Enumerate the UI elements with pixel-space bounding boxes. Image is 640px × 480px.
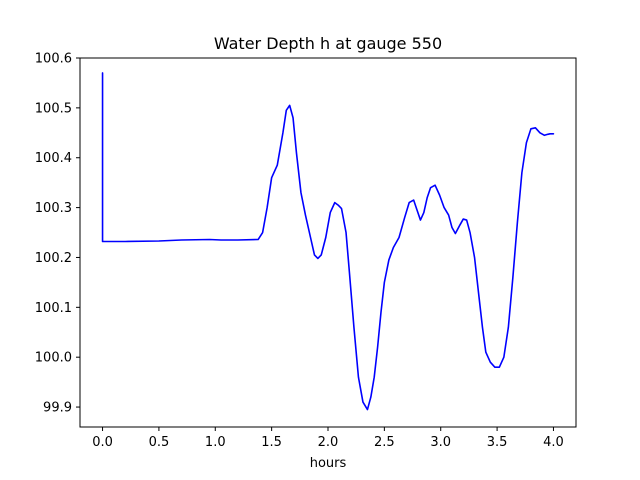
- x-tick-label: 3.5: [487, 435, 508, 450]
- y-tick-label: 100.1: [35, 301, 72, 316]
- x-tick-label: 3.0: [430, 435, 451, 450]
- y-tick-label: 100.0: [35, 351, 72, 366]
- plot-area: 0.0 0.5 1.0 1.5 2.0 2.5 3.0 3.5 4.0 99.9 100.0 100.…: [35, 52, 577, 450]
- x-tick-label: 1.5: [261, 435, 282, 450]
- y-tick-label: 100.5: [35, 101, 72, 116]
- chart-title: Water Depth h at gauge 550: [214, 34, 442, 53]
- x-tick-label: 4.0: [543, 435, 564, 450]
- x-axis-label: hours: [310, 456, 347, 471]
- y-tick-label: 100.4: [35, 151, 72, 166]
- x-tick-label: 2.5: [374, 435, 395, 450]
- y-tick-label: 99.9: [43, 401, 72, 416]
- y-tick-label: 100.3: [35, 201, 72, 216]
- y-tick-label: 100.6: [35, 52, 72, 67]
- x-tick-label: 0.5: [149, 435, 170, 450]
- y-tick-label: 100.2: [35, 251, 72, 266]
- x-tick-label: 1.0: [205, 435, 226, 450]
- x-tick-label: 2.0: [318, 435, 339, 450]
- series-line-0: [101, 72, 555, 411]
- x-tick-label: 0.0: [92, 435, 113, 450]
